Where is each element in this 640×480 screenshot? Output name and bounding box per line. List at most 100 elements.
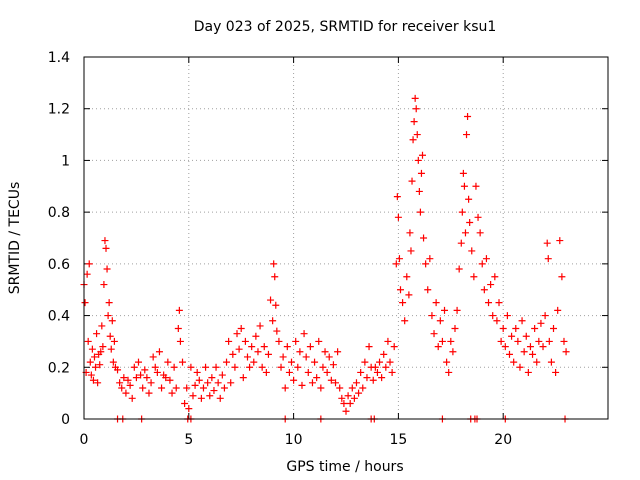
data-point-marker bbox=[466, 218, 474, 226]
data-point-marker bbox=[493, 317, 501, 325]
y-tick-label: 0.8 bbox=[48, 205, 70, 221]
x-tick-label: 20 bbox=[494, 432, 512, 448]
data-point-marker bbox=[317, 384, 325, 392]
data-point-marker bbox=[485, 299, 493, 307]
data-point-marker bbox=[338, 394, 346, 402]
data-point-marker bbox=[508, 332, 516, 340]
data-point-marker bbox=[90, 353, 98, 361]
data-point-marker bbox=[390, 343, 398, 351]
data-point-marker bbox=[118, 384, 126, 392]
data-point-marker bbox=[193, 368, 201, 376]
data-point-marker bbox=[260, 343, 268, 351]
data-point-marker bbox=[315, 337, 323, 345]
data-point-marker bbox=[412, 105, 420, 113]
data-point-marker bbox=[386, 358, 394, 366]
data-point-marker bbox=[94, 379, 102, 387]
data-point-marker bbox=[329, 361, 337, 369]
data-point-marker bbox=[83, 270, 91, 278]
data-point-marker bbox=[545, 337, 553, 345]
data-point-marker bbox=[281, 384, 289, 392]
data-point-marker bbox=[84, 337, 92, 345]
data-point-marker bbox=[256, 322, 264, 330]
data-point-marker bbox=[141, 366, 149, 374]
data-point-marker bbox=[560, 337, 568, 345]
data-point-marker bbox=[520, 348, 528, 356]
data-point-marker bbox=[478, 260, 486, 268]
data-point-marker bbox=[403, 273, 411, 281]
y-tick-label: 0.4 bbox=[48, 309, 70, 325]
data-point-marker bbox=[371, 363, 379, 371]
y-axis-label: SRMTID / TECUs bbox=[7, 182, 23, 295]
data-point-marker bbox=[361, 358, 369, 366]
data-point-marker bbox=[355, 389, 363, 397]
data-point-marker bbox=[183, 384, 191, 392]
grid-lines bbox=[84, 57, 608, 419]
data-point-marker bbox=[499, 325, 507, 332]
data-point-marker bbox=[468, 247, 476, 255]
data-point-marker bbox=[231, 363, 239, 371]
data-point-marker bbox=[420, 234, 428, 242]
data-point-marker bbox=[175, 306, 183, 314]
data-point-marker bbox=[105, 299, 113, 307]
data-point-marker bbox=[250, 358, 258, 366]
data-point-marker bbox=[487, 281, 495, 289]
data-point-marker bbox=[164, 358, 172, 366]
data-point-marker bbox=[143, 374, 151, 382]
data-point-marker bbox=[327, 376, 335, 384]
data-point-marker bbox=[392, 260, 400, 268]
data-point-marker bbox=[533, 358, 541, 366]
data-point-marker bbox=[181, 399, 189, 407]
data-point-marker bbox=[558, 273, 566, 281]
data-point-marker bbox=[283, 343, 291, 351]
data-point-marker bbox=[216, 394, 224, 402]
data-point-marker bbox=[501, 343, 509, 351]
data-point-marker bbox=[436, 317, 444, 325]
data-point-marker bbox=[214, 379, 222, 387]
data-point-marker bbox=[395, 255, 403, 263]
data-point-marker bbox=[174, 325, 182, 332]
data-point-marker bbox=[556, 237, 564, 245]
data-point-marker bbox=[441, 306, 449, 314]
data-point-marker bbox=[447, 337, 455, 345]
data-point-marker bbox=[460, 182, 468, 190]
data-point-marker bbox=[132, 374, 140, 382]
data-point-marker bbox=[147, 379, 155, 387]
data-point-marker bbox=[116, 379, 124, 387]
data-point-marker bbox=[290, 376, 298, 384]
data-point-marker bbox=[342, 407, 350, 415]
data-point-marker bbox=[298, 381, 306, 389]
data-point-marker bbox=[554, 306, 562, 314]
data-point-marker bbox=[172, 384, 180, 392]
data-point-marker bbox=[104, 312, 112, 320]
data-point-marker bbox=[394, 213, 402, 221]
data-point-marker bbox=[319, 363, 327, 371]
data-point-marker bbox=[336, 384, 344, 392]
data-point-marker bbox=[258, 363, 266, 371]
data-point-marker bbox=[114, 366, 122, 374]
data-point-marker bbox=[97, 348, 105, 356]
x-tick-label: 0 bbox=[80, 432, 89, 448]
data-point-marker bbox=[503, 312, 511, 320]
data-point-marker bbox=[272, 301, 280, 309]
data-point-marker bbox=[294, 363, 302, 371]
data-point-marker bbox=[128, 394, 136, 402]
data-point-marker bbox=[458, 208, 466, 216]
data-point-marker bbox=[271, 273, 279, 281]
data-point-marker bbox=[93, 330, 101, 338]
data-point-marker bbox=[405, 291, 413, 299]
data-point-marker bbox=[495, 299, 503, 307]
data-point-marker bbox=[264, 350, 272, 358]
data-point-marker bbox=[407, 247, 415, 255]
data-point-marker bbox=[108, 317, 116, 325]
data-point-marker bbox=[428, 312, 436, 320]
y-tick-labels: 0 0.2 0.4 0.6 0.8 1 1.2 1.4 bbox=[48, 50, 70, 428]
data-point-marker bbox=[422, 260, 430, 268]
data-point-marker bbox=[415, 187, 423, 195]
data-point-marker bbox=[323, 368, 331, 376]
data-point-marker bbox=[225, 337, 233, 345]
data-point-marker bbox=[288, 358, 296, 366]
data-point-marker bbox=[562, 348, 570, 356]
data-point-marker bbox=[409, 136, 417, 144]
data-points bbox=[80, 94, 570, 423]
data-point-marker bbox=[153, 368, 161, 376]
